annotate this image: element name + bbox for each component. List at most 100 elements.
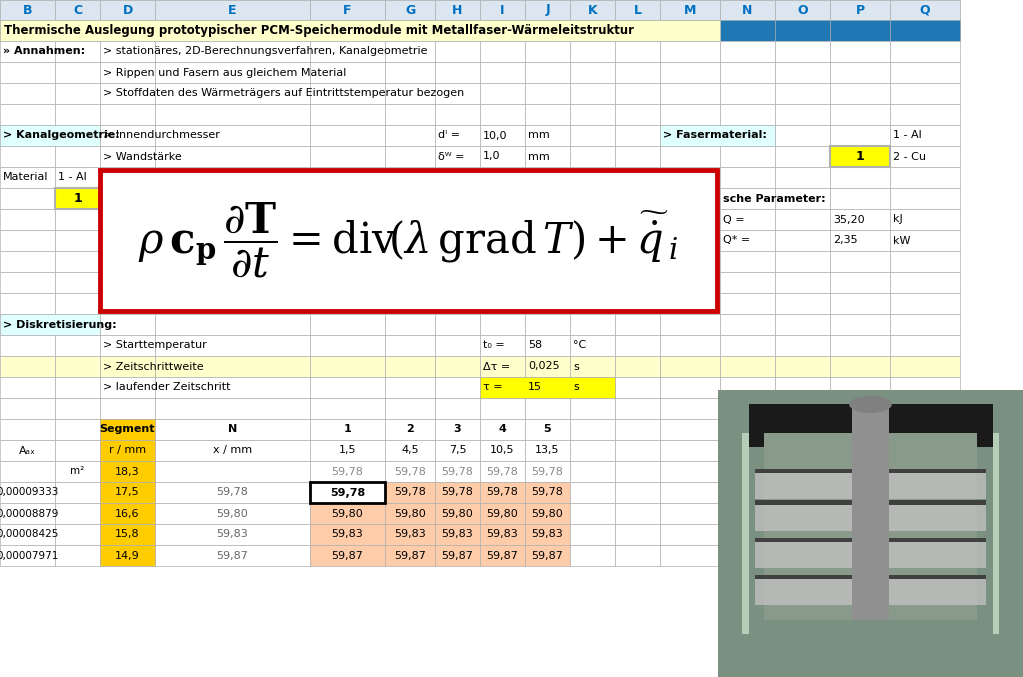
Text: Δτ =: Δτ = (483, 362, 510, 372)
Text: N: N (743, 3, 753, 16)
Bar (890, 356, 960, 377)
Bar (480, 272, 525, 293)
Bar (890, 461, 960, 482)
Bar (385, 398, 435, 419)
Bar (0, 62, 55, 83)
Bar (775, 0, 830, 20)
Bar (385, 230, 435, 251)
Text: 1: 1 (855, 150, 864, 163)
Bar (155, 0, 310, 20)
Bar (480, 461, 525, 482)
Text: 59,80: 59,80 (442, 508, 474, 519)
Bar (435, 398, 480, 419)
Bar (55, 41, 100, 62)
Bar (720, 356, 775, 377)
Bar (310, 545, 385, 566)
Text: 3 - CrNi: 3 - CrNi (103, 215, 145, 225)
Bar (435, 251, 480, 272)
Bar (720, 146, 775, 167)
Bar (830, 104, 890, 125)
Bar (435, 20, 480, 41)
Bar (775, 524, 830, 545)
Bar (720, 293, 775, 314)
Bar (720, 398, 775, 419)
Bar (890, 251, 960, 272)
Bar (615, 314, 660, 335)
Bar (525, 146, 570, 167)
Text: > Zeitschrittweite: > Zeitschrittweite (103, 362, 204, 372)
Bar (775, 461, 830, 482)
Bar (100, 335, 155, 356)
Bar (720, 230, 775, 251)
Bar (435, 0, 480, 20)
Bar (0, 209, 55, 230)
Bar (830, 272, 890, 293)
Bar (100, 482, 155, 503)
Bar (720, 104, 775, 125)
Text: sche Parameter:: sche Parameter: (723, 194, 826, 204)
Bar (775, 209, 830, 230)
Bar (570, 146, 615, 167)
Bar (385, 419, 435, 440)
Text: 59,80: 59,80 (217, 508, 249, 519)
Bar (55, 146, 100, 167)
Bar (310, 335, 385, 356)
Bar (310, 272, 385, 293)
Text: P: P (855, 3, 864, 16)
Bar (480, 125, 525, 146)
Bar (0, 146, 55, 167)
Bar (480, 377, 525, 398)
Bar (0, 125, 100, 146)
Bar (890, 482, 960, 503)
Text: Material: Material (3, 173, 48, 183)
Bar (755, 471, 986, 499)
Text: x / mm: x / mm (213, 445, 252, 456)
Bar (764, 433, 977, 619)
Bar (155, 419, 310, 440)
Bar (0, 41, 55, 62)
Bar (615, 503, 660, 524)
Bar (385, 209, 435, 230)
Bar (720, 335, 775, 356)
Bar (525, 524, 570, 545)
Bar (100, 545, 155, 566)
Bar (310, 230, 385, 251)
Bar (615, 251, 660, 272)
Bar (525, 356, 570, 377)
Bar (0, 188, 55, 209)
Bar (570, 188, 615, 209)
Bar (615, 104, 660, 125)
Bar (660, 167, 720, 188)
Bar (310, 251, 385, 272)
Bar (0, 335, 55, 356)
Bar (0, 83, 55, 104)
Bar (155, 104, 310, 125)
Text: > laufender Zeitschritt: > laufender Zeitschritt (103, 383, 230, 393)
Bar (310, 419, 385, 440)
Bar (775, 335, 830, 356)
Bar (830, 335, 890, 356)
Bar (525, 83, 570, 104)
Bar (660, 398, 720, 419)
Bar (570, 545, 615, 566)
Bar (480, 230, 525, 251)
Bar (525, 167, 570, 188)
Bar (0, 545, 55, 566)
Bar (830, 419, 890, 440)
Bar (570, 335, 615, 356)
Bar (525, 41, 570, 62)
Bar (890, 230, 960, 251)
Bar (155, 251, 310, 272)
Bar (615, 272, 660, 293)
Text: > Fasermaterial:: > Fasermaterial: (663, 131, 767, 141)
Text: 59,78: 59,78 (442, 466, 474, 477)
Bar (720, 209, 775, 230)
Text: Q =: Q = (723, 215, 745, 225)
Text: 18,3: 18,3 (116, 466, 140, 477)
Bar (775, 482, 830, 503)
Bar (890, 104, 960, 125)
Bar (615, 125, 660, 146)
Bar (480, 83, 525, 104)
Text: 59,78: 59,78 (487, 466, 519, 477)
Text: Thermische Auslegung prototypischer PCM-Speichermodule mit Metallfaser-Wärmeleit: Thermische Auslegung prototypischer PCM-… (4, 24, 634, 37)
